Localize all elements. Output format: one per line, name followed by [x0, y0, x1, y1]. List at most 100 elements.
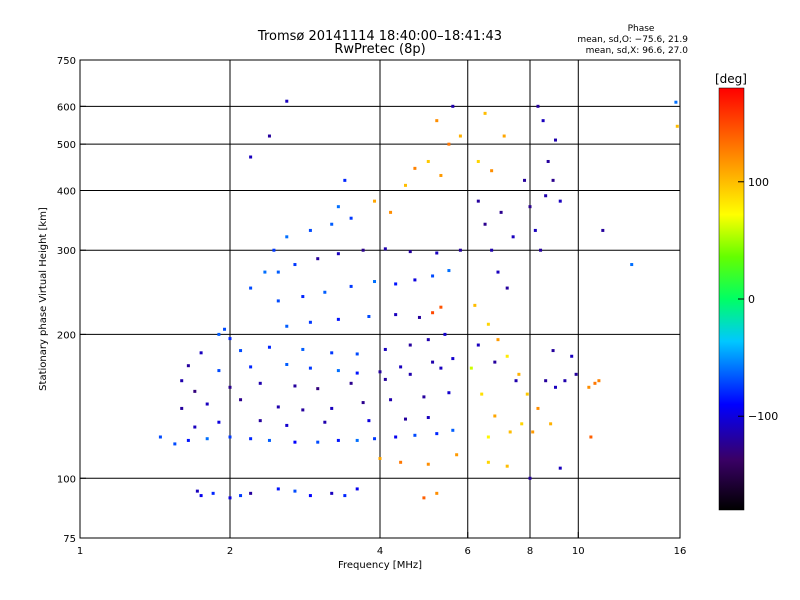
data-point	[399, 460, 403, 464]
data-point	[389, 398, 393, 402]
data-point	[217, 369, 221, 373]
stats-heading: Phase	[628, 24, 655, 34]
data-point	[439, 366, 443, 370]
data-point	[553, 385, 557, 389]
plot-area: 1 2 4 6 8 10 16 75 100 200 300 400 500 600 750	[57, 56, 686, 557]
data-point	[285, 235, 289, 239]
data-point	[285, 324, 289, 328]
data-point	[469, 366, 473, 370]
data-point	[293, 440, 297, 444]
x-tick-label: 16	[674, 546, 687, 557]
data-point	[308, 320, 312, 324]
data-point	[675, 124, 679, 128]
data-point	[601, 228, 605, 232]
data-point	[435, 119, 439, 123]
data-point	[249, 437, 253, 441]
data-point	[451, 428, 455, 432]
data-point	[349, 284, 353, 288]
data-point	[301, 408, 305, 412]
x-tick-label: 4	[377, 546, 383, 557]
data-point	[239, 398, 243, 402]
y-tick-label: 750	[57, 56, 76, 67]
data-point	[541, 119, 545, 123]
data-point	[508, 430, 512, 434]
data-point	[285, 99, 289, 103]
data-point	[511, 235, 515, 239]
data-point	[349, 381, 353, 385]
data-point	[528, 205, 532, 209]
x-axis-ticks: 1 2 4 6 8 10 16	[77, 532, 687, 557]
data-point	[383, 247, 387, 251]
data-point	[451, 104, 455, 108]
data-point	[195, 489, 199, 493]
data-point	[493, 414, 497, 418]
data-point	[330, 491, 334, 495]
data-point	[403, 417, 407, 421]
data-point	[630, 263, 634, 267]
data-point	[417, 315, 421, 319]
data-point	[439, 173, 443, 177]
data-point	[597, 379, 601, 383]
data-point	[570, 354, 574, 358]
data-point	[228, 337, 232, 341]
y-tick-label: 200	[57, 330, 76, 341]
data-point	[531, 430, 535, 434]
data-point	[217, 332, 221, 336]
data-point	[323, 290, 327, 294]
data-point	[539, 248, 543, 252]
data-point	[205, 402, 209, 406]
y-tick-label: 300	[57, 246, 76, 257]
data-point	[239, 349, 243, 353]
data-point	[199, 494, 203, 498]
data-point	[394, 282, 398, 286]
y-tick-label: 500	[57, 140, 76, 151]
data-point	[546, 159, 550, 163]
data-point	[373, 199, 377, 203]
data-point	[205, 437, 209, 441]
data-point	[293, 384, 297, 388]
data-point	[439, 305, 443, 309]
data-point	[249, 365, 253, 369]
data-points	[158, 99, 679, 500]
data-point	[330, 406, 334, 410]
data-point	[483, 222, 487, 226]
y-axis-label: Stationary phase Virtual Height [km]	[38, 207, 49, 391]
colorbar-tick-label: 0	[748, 293, 755, 306]
data-point	[408, 372, 412, 376]
chart-title: Tromsø 20141114 18:40:00–18:41:43	[257, 29, 502, 44]
data-point	[373, 280, 377, 284]
data-point	[349, 216, 353, 220]
data-point	[276, 405, 280, 409]
data-point	[258, 381, 262, 385]
data-point	[316, 440, 320, 444]
data-point	[249, 491, 253, 495]
data-point	[330, 222, 334, 226]
data-point	[422, 496, 426, 500]
data-point	[486, 460, 490, 464]
data-point	[426, 159, 430, 163]
data-point	[355, 352, 359, 356]
data-point	[199, 351, 203, 355]
data-point	[544, 379, 548, 383]
data-point	[276, 270, 280, 274]
chart-subtitle: RwPretec (8p)	[334, 42, 425, 57]
data-point	[211, 491, 215, 495]
data-point	[408, 343, 412, 347]
colorbar-label: [deg]	[715, 72, 747, 86]
data-point	[587, 385, 591, 389]
data-point	[293, 489, 297, 493]
data-point	[173, 442, 177, 446]
colorbar-tick-label: −100	[748, 410, 778, 423]
data-point	[674, 100, 678, 104]
data-point	[413, 278, 417, 282]
data-point	[486, 322, 490, 326]
data-point	[458, 134, 462, 138]
data-point	[267, 438, 271, 442]
data-point	[422, 395, 426, 399]
data-point	[399, 365, 403, 369]
data-point	[249, 155, 253, 159]
colorbar-tick-label: 100	[748, 176, 769, 189]
stats-line-o: mean, sd,O: −75.6, 21.9	[577, 35, 688, 45]
y-tick-label: 100	[57, 474, 76, 485]
